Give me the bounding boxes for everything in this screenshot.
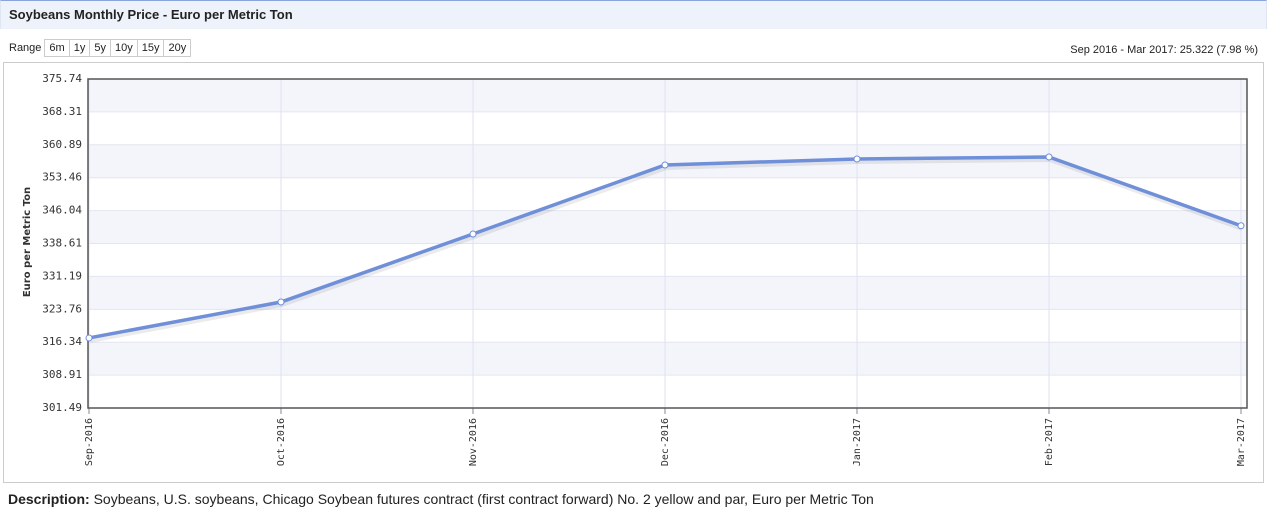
chart-title: Soybeans Monthly Price - Euro per Metric… bbox=[9, 7, 293, 22]
y-tick-label: 375.74 bbox=[42, 72, 82, 85]
description: Description: Soybeans, U.S. soybeans, Ch… bbox=[8, 491, 874, 507]
x-tick-label: Sep-2016 bbox=[84, 418, 95, 466]
y-tick-label: 360.89 bbox=[42, 138, 82, 151]
point bbox=[1237, 222, 1245, 230]
range-button[interactable]: 6m bbox=[44, 39, 70, 57]
range-summary: Sep 2016 - Mar 2017: 25.322 (7.98 %) bbox=[1070, 44, 1258, 56]
plot-band bbox=[88, 144, 1247, 178]
point bbox=[85, 334, 93, 342]
point bbox=[469, 230, 477, 238]
y-tick-label: 323.76 bbox=[42, 302, 82, 315]
chart: Euro per Metric Ton 301.49 308.91 316.34 32… bbox=[3, 62, 1264, 483]
y-axis-label: Euro per Metric Ton bbox=[22, 187, 33, 297]
range-button[interactable]: 1y bbox=[68, 39, 91, 57]
y-tick-label: 331.19 bbox=[42, 269, 82, 282]
range-selector: Range 6m 1y 5y 10y 15y 20y bbox=[9, 39, 192, 57]
range-button[interactable]: 20y bbox=[163, 39, 192, 57]
x-tick-label: Dec-2016 bbox=[660, 418, 671, 466]
chart-frame bbox=[3, 62, 1264, 483]
x-tick-label: Jan-2017 bbox=[852, 418, 863, 466]
y-tick-label: 301.49 bbox=[42, 401, 82, 414]
y-tick-label: 316.34 bbox=[42, 335, 82, 348]
description-text: Soybeans, U.S. soybeans, Chicago Soybean… bbox=[93, 491, 874, 507]
y-tick-label: 338.61 bbox=[42, 237, 82, 250]
y-tick-label: 346.04 bbox=[42, 204, 82, 217]
range-label: Range bbox=[9, 42, 42, 54]
range-button[interactable]: 5y bbox=[89, 39, 111, 57]
point bbox=[853, 155, 861, 163]
y-tick-label: 353.46 bbox=[42, 171, 82, 184]
plot-border bbox=[87, 78, 1248, 409]
range-button[interactable]: 10y bbox=[109, 39, 138, 57]
header: Soybeans Monthly Price - Euro per Metric… bbox=[0, 0, 1267, 29]
plot-band bbox=[88, 79, 1247, 112]
description-label: Description: bbox=[8, 491, 90, 507]
x-tick-label: Oct-2016 bbox=[276, 418, 287, 466]
plot-band bbox=[88, 342, 1247, 376]
x-tick-label: Mar-2017 bbox=[1236, 418, 1247, 466]
point bbox=[1045, 153, 1053, 161]
x-tick-label: Feb-2017 bbox=[1044, 418, 1055, 466]
range-button[interactable]: 15y bbox=[136, 39, 165, 57]
point bbox=[277, 298, 285, 306]
y-tick-label: 368.31 bbox=[42, 105, 82, 118]
y-tick-label: 308.91 bbox=[42, 368, 82, 381]
plot-band bbox=[88, 210, 1247, 244]
point bbox=[661, 161, 669, 169]
x-tick-label: Nov-2016 bbox=[468, 418, 479, 466]
